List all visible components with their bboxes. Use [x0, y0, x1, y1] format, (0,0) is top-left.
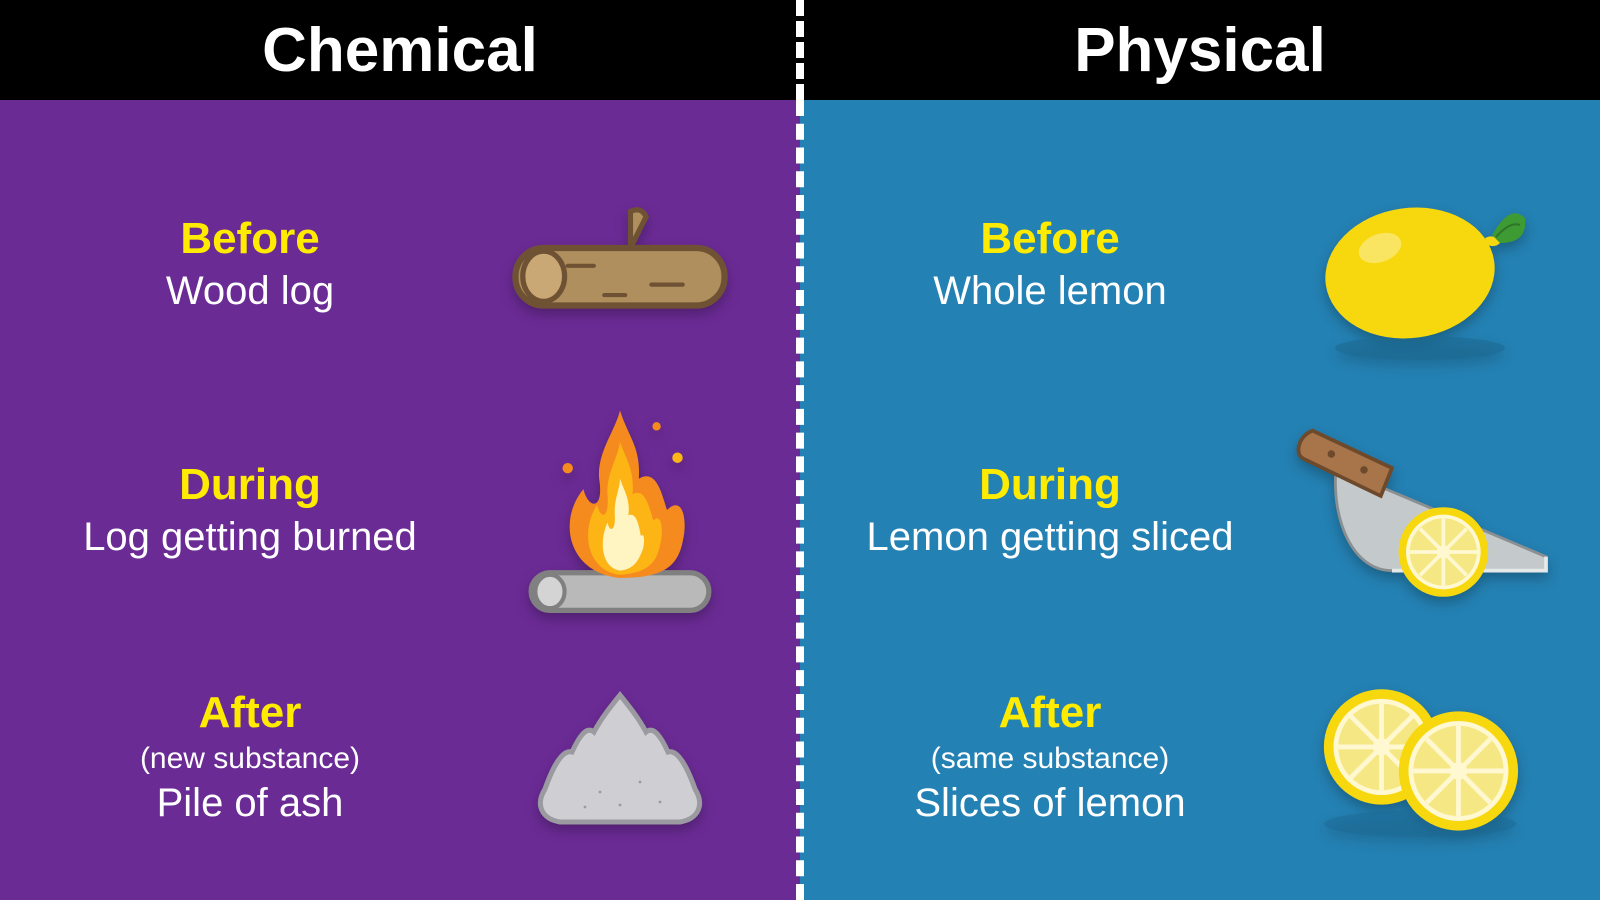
chemical-during-text: During Log getting burned: [40, 457, 460, 562]
physical-after-text: After (same substance) Slices of lemon: [840, 685, 1260, 828]
desc-label: Whole lemon: [933, 269, 1166, 313]
physical-row-during: During Lemon getting sliced: [840, 400, 1560, 620]
knife-slicing-lemon-icon: [1280, 400, 1560, 620]
chemical-after-text: After (new substance) Pile of ash: [40, 685, 460, 828]
lemon-slices-icon: [1280, 647, 1560, 867]
desc-label: Log getting burned: [83, 515, 417, 559]
header-bar: Chemical Physical: [0, 0, 1600, 100]
phase-label: Before: [180, 214, 319, 263]
fire-on-log-icon: [480, 400, 760, 620]
panel-chemical: Before Wood log During Log getting burne…: [0, 100, 800, 900]
lemon-icon: [1280, 153, 1560, 373]
physical-row-before: Before Whole lemon: [840, 153, 1560, 373]
phase-label: Before: [980, 214, 1119, 263]
note-label: (new substance): [40, 740, 460, 778]
header-divider: [796, 0, 804, 100]
physical-before-text: Before Whole lemon: [840, 211, 1260, 316]
phase-label: After: [199, 688, 302, 737]
chemical-row-before: Before Wood log: [40, 153, 760, 373]
header-left-title: Chemical: [0, 0, 800, 100]
phase-label: During: [179, 460, 321, 509]
wood-log-icon: [480, 153, 760, 373]
chemical-before-text: Before Wood log: [40, 211, 460, 316]
desc-label: Lemon getting sliced: [867, 515, 1234, 559]
desc-label: Pile of ash: [157, 781, 344, 825]
phase-label: After: [999, 688, 1102, 737]
ash-pile-icon: [480, 647, 760, 867]
content-divider: [796, 100, 804, 900]
chemical-row-during: During Log getting burned: [40, 400, 760, 620]
desc-label: Wood log: [166, 269, 334, 313]
panel-physical: Before Whole lemon During Lemon getting …: [800, 100, 1600, 900]
physical-row-after: After (same substance) Slices of lemon: [840, 647, 1560, 867]
content-area: Before Wood log During Log getting burne…: [0, 100, 1600, 900]
header-right-title: Physical: [800, 0, 1600, 100]
note-label: (same substance): [840, 740, 1260, 778]
desc-label: Slices of lemon: [914, 781, 1185, 825]
physical-during-text: During Lemon getting sliced: [840, 457, 1260, 562]
phase-label: During: [979, 460, 1121, 509]
chemical-row-after: After (new substance) Pile of ash: [40, 647, 760, 867]
